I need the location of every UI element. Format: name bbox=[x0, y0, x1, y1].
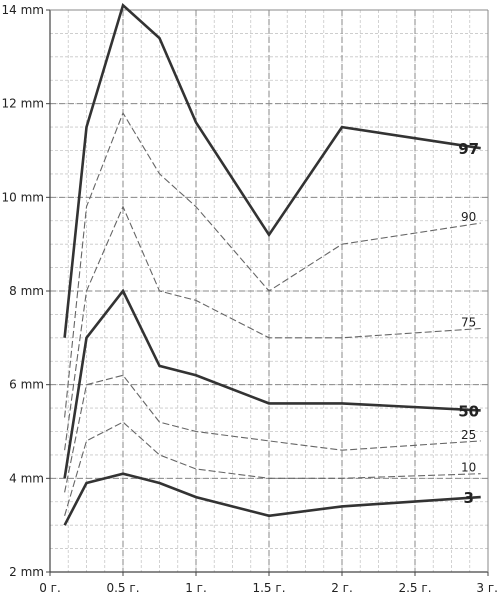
y-tick-label: 10 mm bbox=[2, 190, 44, 204]
series-label-p75: 75 bbox=[461, 315, 476, 329]
series-line-p90 bbox=[64, 111, 481, 418]
y-tick-label: 12 mm bbox=[2, 97, 44, 111]
series-line-p75 bbox=[64, 205, 481, 451]
series-line-p3 bbox=[63, 472, 481, 526]
series-group: 97 90 75 50 25 10 3 bbox=[63, 2, 481, 526]
series-label-p25: 25 bbox=[461, 428, 476, 442]
x-tick-label: 3 г. bbox=[476, 581, 498, 595]
y-tick-label: 14 mm bbox=[2, 3, 44, 17]
x-tick-label: 0 г. bbox=[39, 581, 61, 595]
series-label-p97: 97 bbox=[458, 140, 479, 158]
series-label-p10: 10 bbox=[461, 461, 476, 475]
y-tick-label: 6 mm bbox=[9, 378, 44, 392]
y-tick-label: 2 mm bbox=[9, 565, 44, 579]
series-label-p3: 3 bbox=[463, 489, 473, 507]
x-tick-label: 0.5 г. bbox=[106, 581, 139, 595]
series-line-p10 bbox=[64, 421, 481, 516]
x-tick-label: 2.5 г. bbox=[398, 581, 431, 595]
y-tick-label: 8 mm bbox=[9, 284, 44, 298]
series-line-p25 bbox=[64, 374, 481, 493]
series-line-p97 bbox=[63, 2, 481, 338]
y-tick-label: 4 mm bbox=[9, 471, 44, 485]
series-label-p50: 50 bbox=[458, 402, 479, 420]
x-tick-label: 1.5 г. bbox=[252, 581, 285, 595]
series-line-p50 bbox=[63, 288, 481, 479]
x-tick-label: 2 г. bbox=[331, 581, 353, 595]
x-tick-label: 1 г. bbox=[185, 581, 207, 595]
series-label-p90: 90 bbox=[461, 210, 476, 224]
